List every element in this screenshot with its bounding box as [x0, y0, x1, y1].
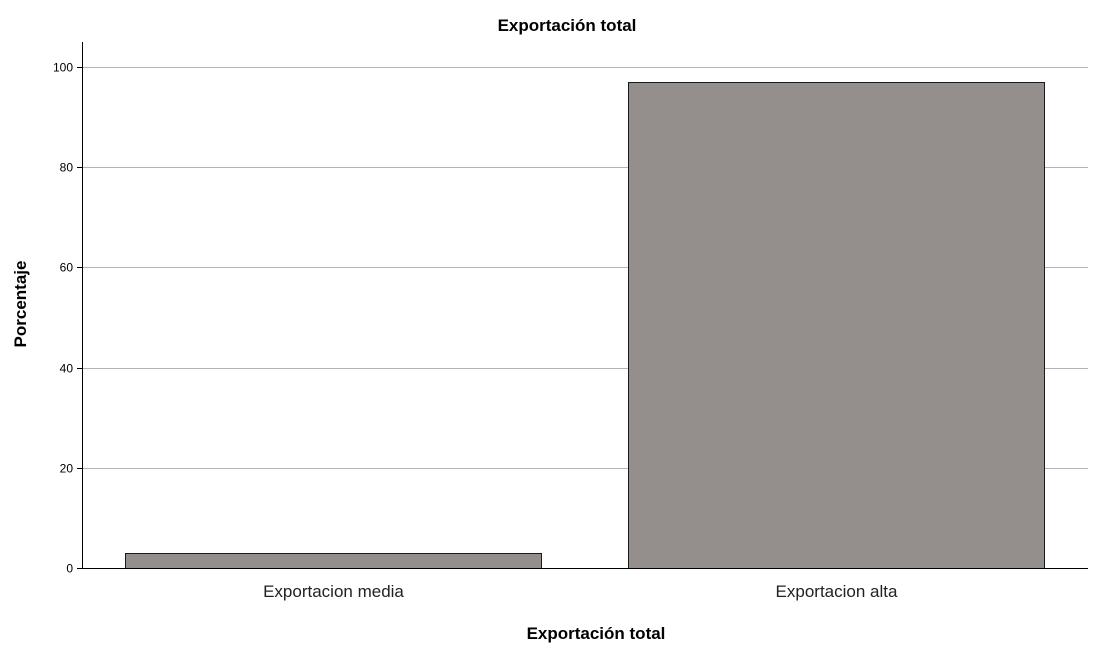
y-tick-label: 40 — [60, 362, 74, 376]
y-tick-label: 0 — [66, 562, 73, 576]
y-tick-label: 60 — [60, 261, 74, 275]
x-category-label: Exportacion media — [263, 582, 404, 601]
y-tick-label: 80 — [60, 161, 74, 175]
x-category-labels: Exportacion media Exportacion alta — [263, 582, 898, 601]
x-axis-title: Exportación total — [527, 624, 666, 643]
bars — [125, 82, 1045, 569]
bar-2 — [628, 82, 1045, 569]
y-tick-label: 100 — [53, 61, 73, 75]
bar-1 — [125, 553, 542, 569]
axes — [77, 42, 1088, 569]
y-axis-title: Porcentaje — [11, 261, 30, 348]
x-category-label: Exportacion alta — [776, 582, 898, 601]
y-tick-labels: 0 20 40 60 80 100 — [53, 61, 73, 576]
chart-title: Exportación total — [498, 16, 637, 35]
y-tick-label: 20 — [60, 462, 74, 476]
